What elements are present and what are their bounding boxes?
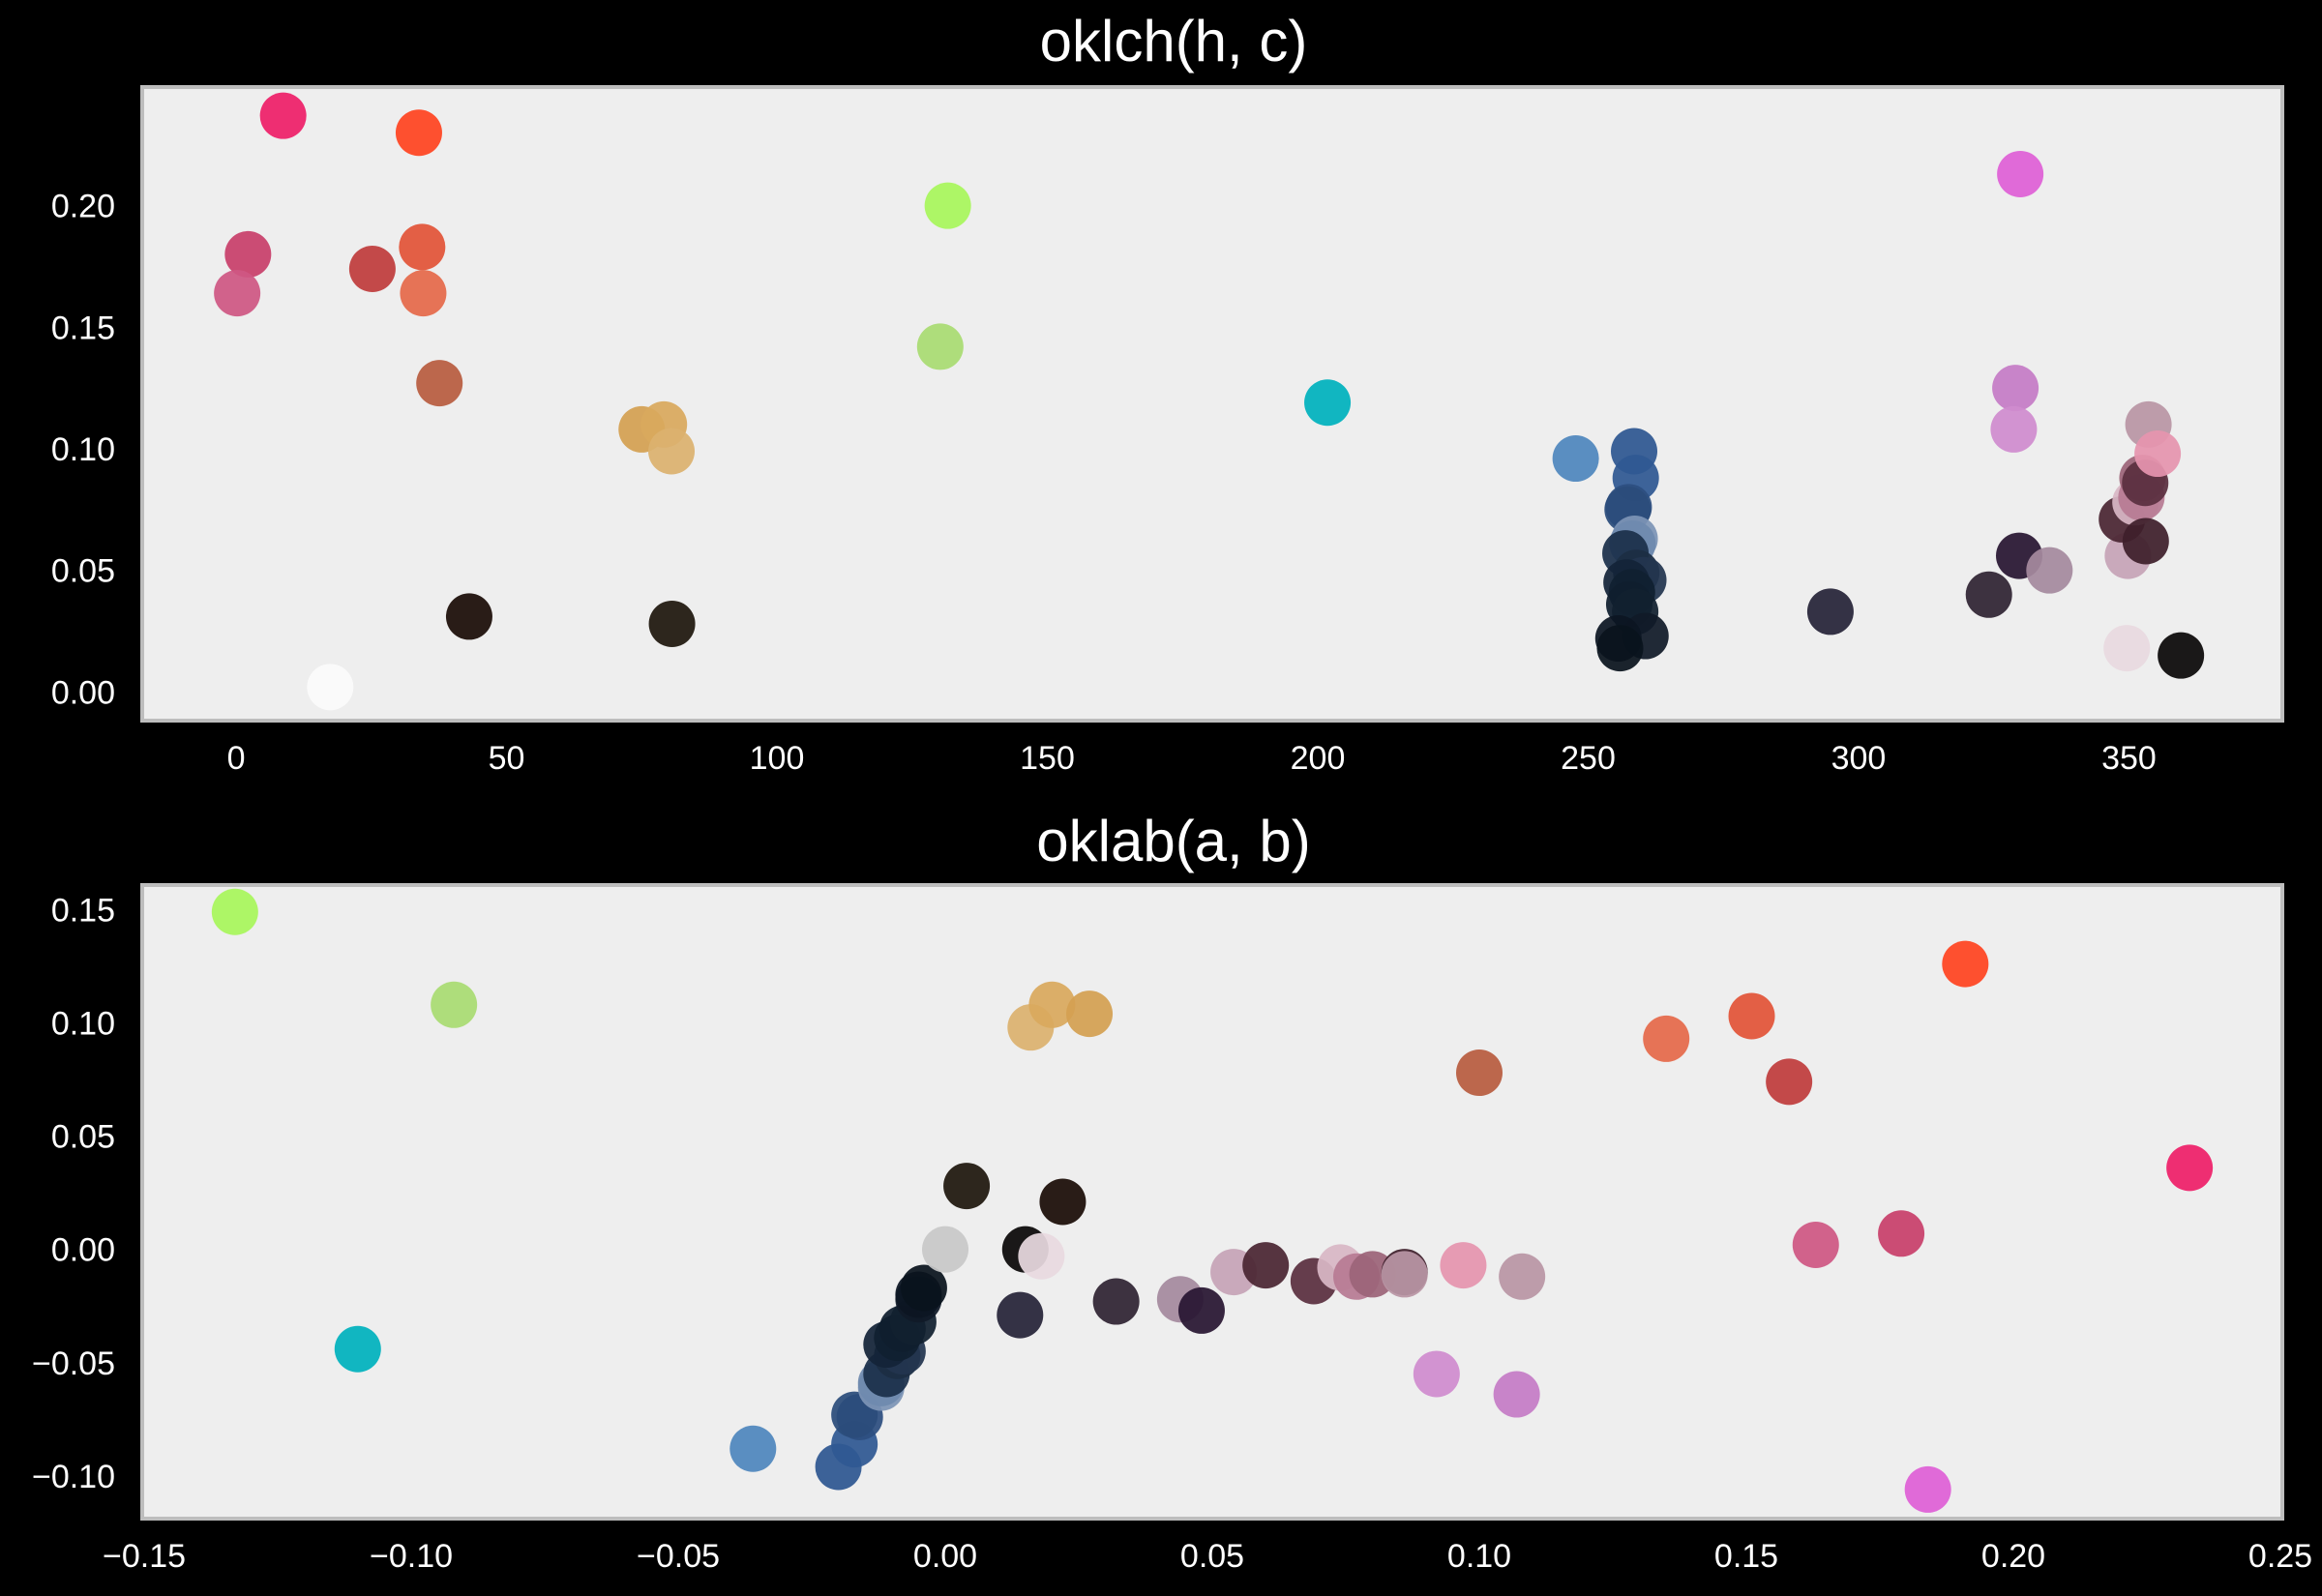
scatter-point xyxy=(1997,150,2044,197)
scatter-point xyxy=(334,1325,381,1373)
scatter-point xyxy=(259,92,307,139)
scatter-point xyxy=(395,109,442,157)
scatter-point xyxy=(2122,517,2169,565)
x-tick-label: 0.25 xyxy=(2248,1538,2312,1575)
chart-oklab: oklab(a, b) −0.15 −0.10 −0.05 0.00 0.05 0.10 0… xyxy=(32,809,2312,1575)
x-tick-label: 0.00 xyxy=(913,1538,977,1575)
y-tick-label: 0.05 xyxy=(51,553,115,590)
x-tick-label: 150 xyxy=(1020,740,1075,777)
scatter-point xyxy=(1806,588,1854,635)
scatter-points xyxy=(214,92,2205,711)
scatter-point xyxy=(1728,992,1775,1040)
scatter-point xyxy=(1066,990,1114,1038)
scatter-point xyxy=(2026,547,2073,594)
scatter-point xyxy=(416,360,463,407)
scatter-point xyxy=(1456,1049,1503,1097)
scatter-point xyxy=(224,230,272,278)
scatter-point xyxy=(399,223,446,271)
scatter-point xyxy=(1018,1232,1065,1280)
x-tick-label: 100 xyxy=(750,740,805,777)
x-axis: 0 50 100 150 200 250 300 350 xyxy=(227,740,2157,777)
x-tick-label: 0.15 xyxy=(1714,1538,1778,1575)
x-tick-label: 50 xyxy=(489,740,525,777)
scatter-point xyxy=(1942,940,1989,988)
scatter-point xyxy=(1092,1278,1140,1325)
y-tick-label: 0.00 xyxy=(51,674,115,711)
y-tick-label: 0.10 xyxy=(51,431,115,468)
y-tick-label: 0.10 xyxy=(51,1006,115,1043)
scatter-point xyxy=(2134,430,2182,478)
scatter-point xyxy=(1039,1178,1087,1226)
scatter-point xyxy=(648,600,696,647)
scatter-point xyxy=(1242,1242,1290,1289)
chart-oklch: oklch(h, c) 0 50 100 150 200 250 300 350 0.000.… xyxy=(51,9,2284,777)
x-tick-label: 200 xyxy=(1291,740,1346,777)
scatter-point xyxy=(1440,1242,1487,1289)
x-tick-label: 300 xyxy=(1831,740,1887,777)
y-tick-label: −0.05 xyxy=(32,1345,115,1382)
x-tick-label: 250 xyxy=(1561,740,1616,777)
scatter-point xyxy=(1028,981,1076,1028)
scatter-point xyxy=(1552,435,1599,483)
scatter-point xyxy=(1990,405,2038,453)
scatter-point xyxy=(1493,1371,1540,1418)
x-tick-label: −0.05 xyxy=(637,1538,720,1575)
scatter-point xyxy=(2166,1144,2214,1192)
scatter-point xyxy=(1304,379,1352,427)
scatter-point xyxy=(1792,1221,1839,1268)
chart-title: oklab(a, b) xyxy=(1036,809,1310,873)
scatter-point xyxy=(214,270,261,317)
scatter-point xyxy=(1381,1251,1428,1298)
x-tick-label: 0.10 xyxy=(1447,1538,1511,1575)
chart-title: oklch(h, c) xyxy=(1040,9,1308,74)
scatter-point xyxy=(1413,1350,1460,1398)
scatter-point xyxy=(943,1163,991,1210)
scatter-point xyxy=(729,1425,777,1472)
plot-area xyxy=(140,883,2284,1521)
y-tick-label: −0.10 xyxy=(32,1459,115,1495)
scatter-point xyxy=(431,981,478,1028)
scatter-point xyxy=(1992,365,2039,412)
y-axis: 0.00 0.05 0.10 0.15 0.20 xyxy=(51,189,115,712)
scatter-point xyxy=(924,182,971,229)
scatter-point xyxy=(1499,1253,1546,1300)
y-tick-label: 0.20 xyxy=(51,189,115,225)
scatter-point xyxy=(211,888,258,935)
scatter-point xyxy=(2103,625,2151,672)
scatter-point xyxy=(922,1226,968,1273)
scatter-point xyxy=(648,428,696,475)
scatter-point xyxy=(1596,625,1644,672)
x-axis: −0.15 −0.10 −0.05 0.00 0.05 0.10 0.15 0.20 0.25 xyxy=(103,1538,2312,1575)
y-tick-label: 0.15 xyxy=(51,310,115,346)
scatter-point xyxy=(400,270,447,317)
scatter-point xyxy=(1878,1210,1925,1257)
scatter-point xyxy=(1965,571,2012,618)
scatter-point xyxy=(1643,1015,1690,1062)
scatter-point xyxy=(900,1264,947,1312)
scatter-point xyxy=(997,1291,1044,1339)
x-tick-label: −0.10 xyxy=(370,1538,453,1575)
x-tick-label: −0.15 xyxy=(103,1538,186,1575)
x-tick-label: 0.05 xyxy=(1180,1538,1244,1575)
x-tick-label: 0.20 xyxy=(1981,1538,2045,1575)
plot-area xyxy=(140,85,2284,723)
y-tick-label: 0.15 xyxy=(51,892,115,929)
x-tick-label: 0 xyxy=(227,740,246,777)
scatter-point xyxy=(2158,632,2205,679)
scatter-point xyxy=(1177,1286,1225,1334)
scatter-point xyxy=(916,323,964,370)
scatter-point xyxy=(348,246,396,292)
scatter-point xyxy=(445,593,492,640)
x-tick-label: 350 xyxy=(2101,740,2157,777)
y-axis: −0.10 −0.05 0.00 0.05 0.10 0.15 xyxy=(32,892,115,1494)
scatter-point xyxy=(1904,1465,1951,1513)
scatter-point xyxy=(307,664,354,711)
scatter-points xyxy=(211,888,2214,1513)
scatter-point xyxy=(1766,1058,1813,1106)
y-tick-label: 0.05 xyxy=(51,1119,115,1156)
y-tick-label: 0.00 xyxy=(51,1232,115,1269)
